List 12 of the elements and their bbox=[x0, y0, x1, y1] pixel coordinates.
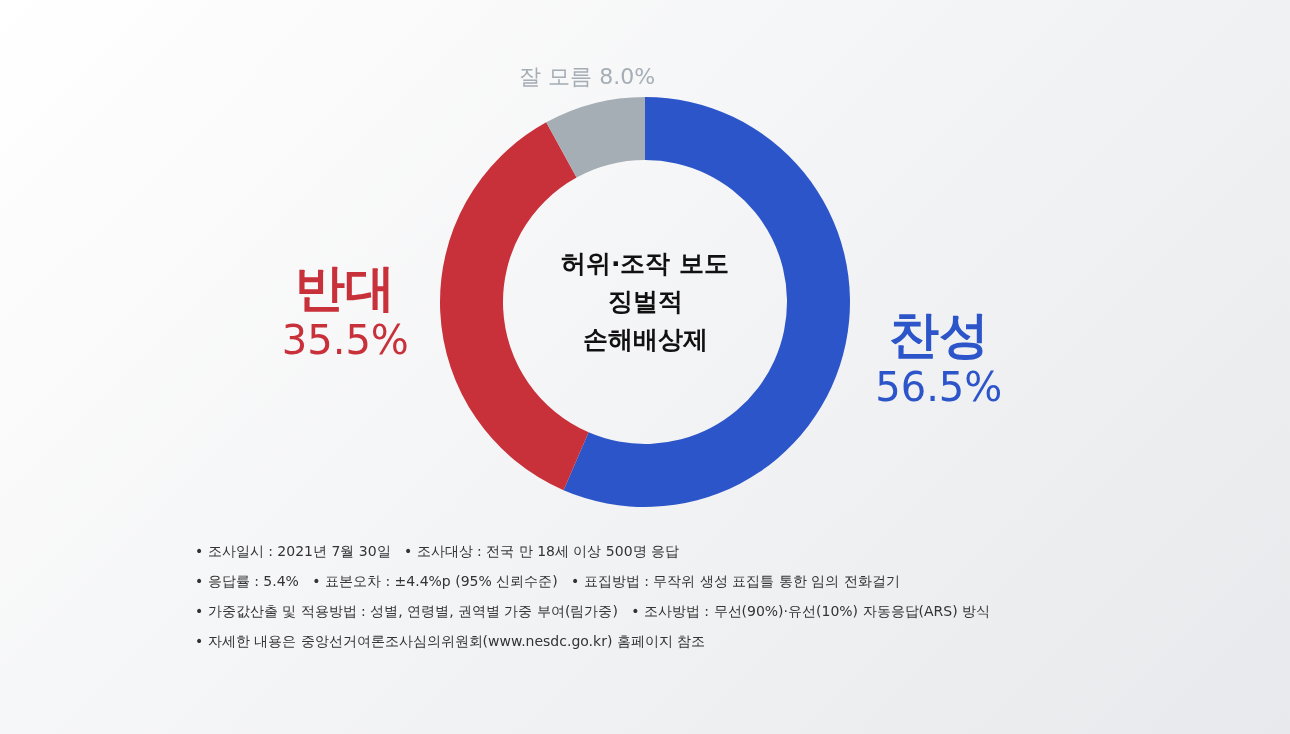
text: • 조사일시 : 2021년 7월 30일 • 조사대상 : 전국 만 18세 이상 500명 응답 bbox=[195, 542, 681, 561]
text: • 자세한 내용은 중앙선거여론조사심의위원회(www.nesdc.go.kr) 홈페이지 참조 bbox=[195, 632, 707, 651]
slice-label: 반대 bbox=[295, 259, 396, 318]
slice-label: 찬성 bbox=[888, 305, 989, 364]
text: 허위·조작 보도 징벌적 손해배상제 bbox=[559, 248, 731, 356]
text: • 가중값산출 및 적용방법 : 성별, 연령별, 권역별 가중 부여(림가중) • 조사방법 : 무선(90%)·유선(10%) 자동응답(ARS) 방식 bbox=[195, 602, 991, 621]
donut-slice bbox=[563, 97, 850, 507]
text: • 응답률 : 5.4% • 표본오차 : ±4.4%p (95% 신뢰수준) • 표집방법 : 무작위 생성 표집틀 통한 임의 전화걸기 bbox=[195, 572, 901, 591]
donut-slice bbox=[546, 97, 645, 178]
data-label: 56.5% bbox=[875, 363, 1003, 410]
data-label: 35.5% bbox=[281, 317, 409, 364]
slice-label: 잘 모름 8.0% bbox=[519, 64, 656, 90]
